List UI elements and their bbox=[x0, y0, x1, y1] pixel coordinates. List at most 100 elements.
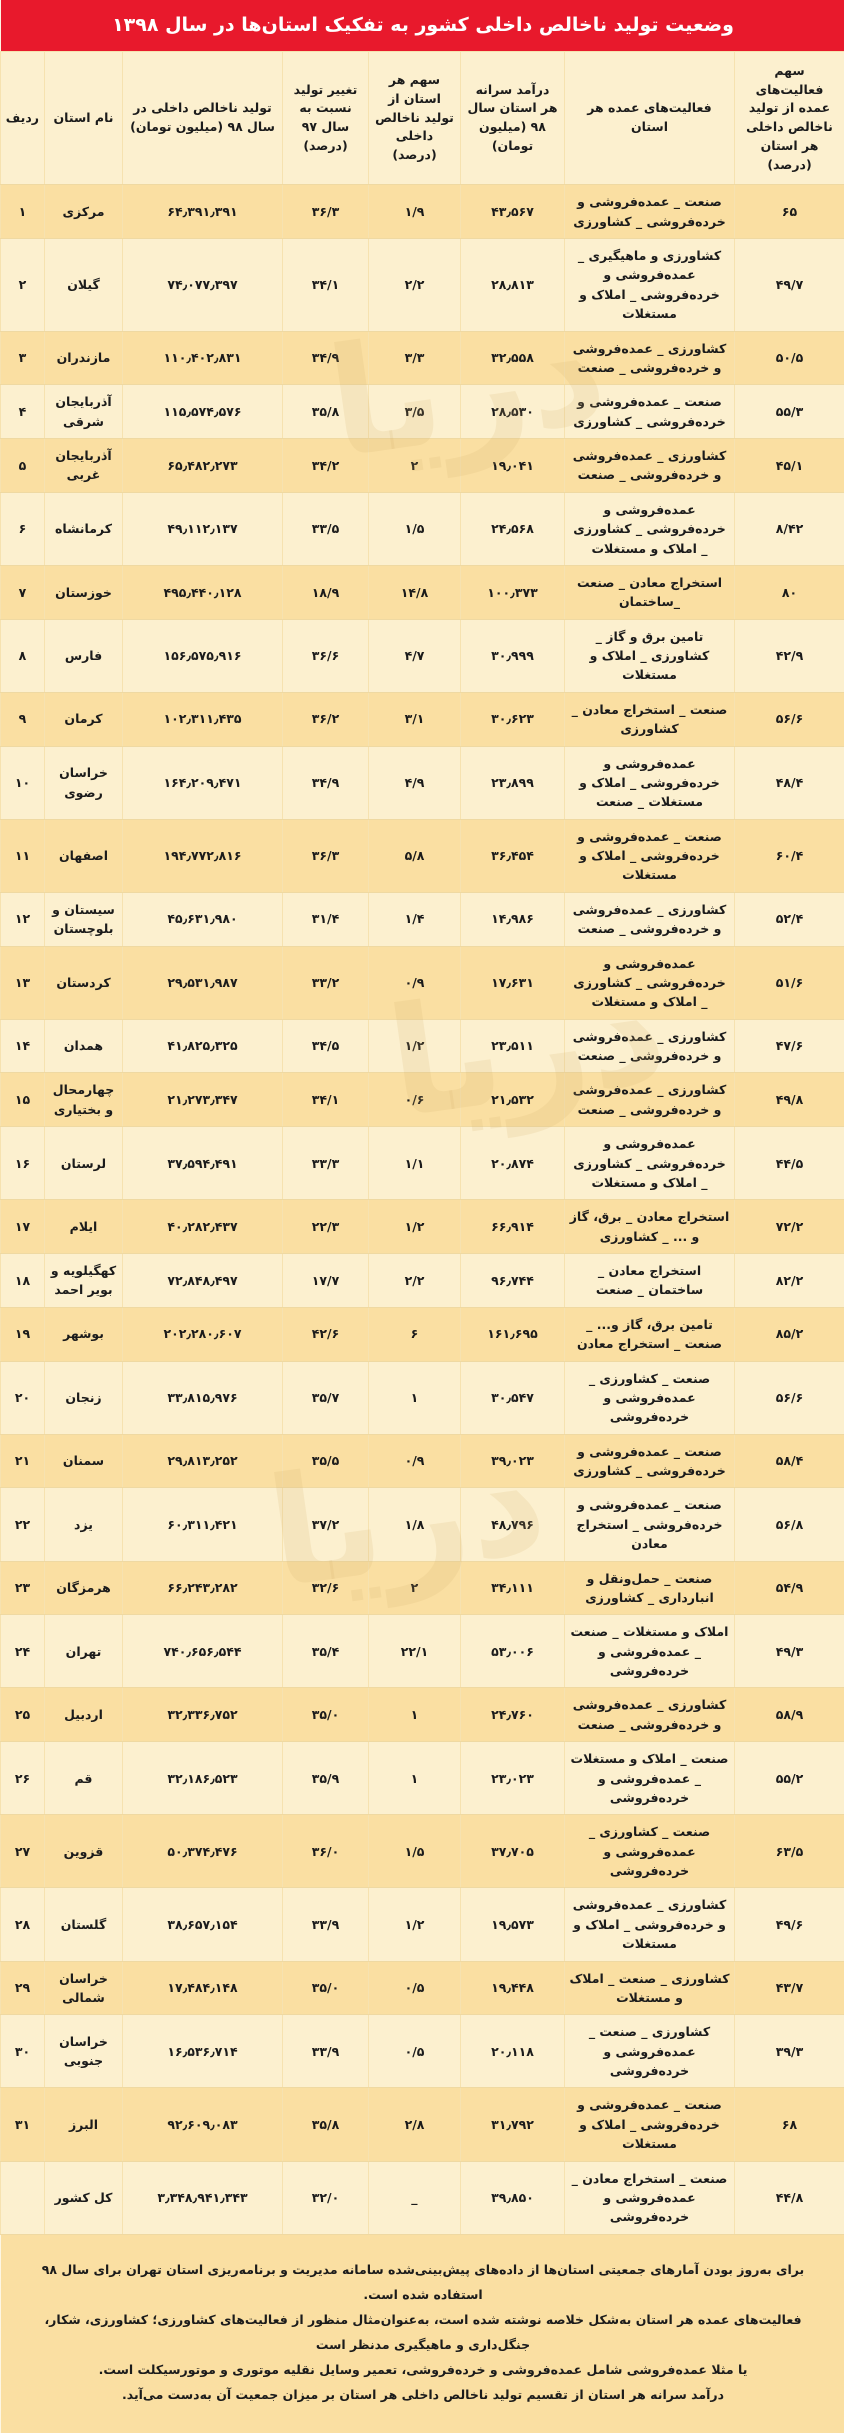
cell-per-capita: ۲۰٫۱۱۸ bbox=[460, 2015, 564, 2088]
table-row: ۵۴/۹ صنعت _ حمل‌ونقل و انبارداری _ کشاورز… bbox=[0, 1561, 844, 1615]
cell-change: ۳۳/۵ bbox=[282, 492, 368, 565]
cell-index: ۶ bbox=[0, 492, 44, 565]
cell-change: ۳۳/۳ bbox=[282, 1127, 368, 1200]
cell-province: آذربایجان غربی bbox=[44, 439, 122, 493]
cell-activity-share: ۴۹/۷ bbox=[734, 239, 844, 332]
cell-activity-share: ۴۹/۸ bbox=[734, 1073, 844, 1127]
cell-change: ۲۲/۳ bbox=[282, 1200, 368, 1254]
cell-main-activities: صنعت _ عمده‌فروشی و خرده‌فروشی _ املاک و… bbox=[564, 819, 734, 892]
cell-change: ۳۶/۶ bbox=[282, 619, 368, 692]
cell-index: ۴ bbox=[0, 385, 44, 439]
cell-province-share: ۰/۹ bbox=[368, 946, 460, 1019]
cell-activity-share: ۵۵/۲ bbox=[734, 1742, 844, 1815]
cell-main-activities: صنعت _ کشاورزی _ عمده‌فروشی و خرده‌فروشی bbox=[564, 1815, 734, 1888]
cell-per-capita: ۵۳٫۰۰۶ bbox=[460, 1615, 564, 1688]
cell-per-capita: ۶۶٫۹۱۴ bbox=[460, 1200, 564, 1254]
cell-province: کرمانشاه bbox=[44, 492, 122, 565]
cell-gdp: ۲۱٫۲۷۳٫۳۴۷ bbox=[122, 1073, 282, 1127]
cell-gdp: ۴۰٫۲۸۲٫۴۳۷ bbox=[122, 1200, 282, 1254]
table-row: ۴۹/۷ کشاورزی و ماهیگیری _ عمده‌فروشی و خر… bbox=[0, 239, 844, 332]
cell-change: ۳۴/۹ bbox=[282, 331, 368, 385]
cell-province-share: ۴/۷ bbox=[368, 619, 460, 692]
cell-per-capita: ۳۹٫۸۵۰ bbox=[460, 2161, 564, 2234]
column-header-per-capita: درآمد سرانه هر استان سال ۹۸ (میلیون توما… bbox=[460, 51, 564, 185]
cell-province: همدان bbox=[44, 1019, 122, 1073]
cell-province: قزوین bbox=[44, 1815, 122, 1888]
table-row-total: ۴۴/۸ صنعت _ استخراج معادن _ عمده‌فروشی و … bbox=[0, 2161, 844, 2234]
table-row: ۵۶/۸ صنعت _ عمده‌فروشی و خرده‌فروشی _ است… bbox=[0, 1488, 844, 1561]
cell-province-share: _ bbox=[368, 2161, 460, 2234]
table-row: ۵۵/۲ صنعت _ املاک و مستغلات _ عمده‌فروشی … bbox=[0, 1742, 844, 1815]
cell-activity-share: ۷۲/۲ bbox=[734, 1200, 844, 1254]
cell-index: ۱۴ bbox=[0, 1019, 44, 1073]
cell-province-share: ۰/۶ bbox=[368, 1073, 460, 1127]
table-row: ۴۹/۸ کشاورزی _ عمده‌فروشی و خرده‌فروشی _ … bbox=[0, 1073, 844, 1127]
cell-gdp: ۱۶۴٫۲۰۹٫۴۷۱ bbox=[122, 746, 282, 819]
cell-index: ۲۷ bbox=[0, 1815, 44, 1888]
cell-index: ۱ bbox=[0, 185, 44, 239]
cell-activity-share: ۴۲/۹ bbox=[734, 619, 844, 692]
cell-province-share: ۶ bbox=[368, 1307, 460, 1361]
cell-gdp: ۶۵٫۴۸۲٫۲۷۳ bbox=[122, 439, 282, 493]
cell-per-capita: ۳۶٫۴۵۴ bbox=[460, 819, 564, 892]
cell-per-capita: ۲۸٫۵۳۰ bbox=[460, 385, 564, 439]
cell-activity-share: ۸۰ bbox=[734, 565, 844, 619]
cell-gdp: ۳۲٫۱۸۶٫۵۲۳ bbox=[122, 1742, 282, 1815]
cell-gdp: ۱۹۴٫۷۷۲٫۸۱۶ bbox=[122, 819, 282, 892]
table-row: ۵۸/۹ کشاورزی _ عمده‌فروشی و خرده‌فروشی _ … bbox=[0, 1688, 844, 1742]
cell-gdp: ۹۲٫۶۰۹٫۰۸۳ bbox=[122, 2088, 282, 2161]
cell-province-share: ۱/۵ bbox=[368, 1815, 460, 1888]
infographic-page: دریا دریا دریا وضعیت تولید ناخالص داخلی … bbox=[0, 0, 844, 2433]
cell-province-share: ۲ bbox=[368, 439, 460, 493]
cell-per-capita: ۳۷٫۷۰۵ bbox=[460, 1815, 564, 1888]
cell-per-capita: ۱۹٫۴۴۸ bbox=[460, 1961, 564, 2015]
cell-main-activities: کشاورزی _ صنعت _ عمده‌فروشی و خرده‌فروشی bbox=[564, 2015, 734, 2088]
cell-change: ۳۵/۸ bbox=[282, 2088, 368, 2161]
table-row: ۴۸/۴ عمده‌فروشی و خرده‌فروشی _ املاک و مس… bbox=[0, 746, 844, 819]
cell-per-capita: ۲۰٫۸۷۴ bbox=[460, 1127, 564, 1200]
cell-index: ۸ bbox=[0, 619, 44, 692]
cell-province: گلستان bbox=[44, 1888, 122, 1961]
cell-activity-share: ۶۵ bbox=[734, 185, 844, 239]
table-row: ۴۲/۹ تامین برق و گاز _ کشاورزی _ املاک و … bbox=[0, 619, 844, 692]
cell-per-capita: ۱۹٫۰۴۱ bbox=[460, 439, 564, 493]
cell-gdp: ۴۹۵٫۴۴۰٫۱۲۸ bbox=[122, 565, 282, 619]
cell-main-activities: عمده‌فروشی و خرده‌فروشی _ کشاورزی _ املا… bbox=[564, 1127, 734, 1200]
cell-main-activities: استخراج معادن _ ساختمان _ صنعت bbox=[564, 1254, 734, 1308]
cell-index bbox=[0, 2161, 44, 2234]
cell-main-activities: صنعت _ عمده‌فروشی و خرده‌فروشی _ کشاورزی bbox=[564, 185, 734, 239]
table-row: ۶۸ صنعت _ عمده‌فروشی و خرده‌فروشی _ املاک… bbox=[0, 2088, 844, 2161]
cell-per-capita: ۴۳٫۵۶۷ bbox=[460, 185, 564, 239]
cell-province-share: ۱ bbox=[368, 1361, 460, 1434]
cell-activity-share: ۴۸/۴ bbox=[734, 746, 844, 819]
cell-activity-share: ۵۶/۶ bbox=[734, 692, 844, 746]
cell-gdp: ۱۱۰٫۴۰۲٫۸۳۱ bbox=[122, 331, 282, 385]
gdp-by-province-table: سهم فعالیت‌های عمده از تولید ناخالص داخل… bbox=[0, 51, 844, 2235]
cell-index: ۳۰ bbox=[0, 2015, 44, 2088]
cell-province: کردستان bbox=[44, 946, 122, 1019]
cell-gdp: ۲۹٫۵۳۱٫۹۸۷ bbox=[122, 946, 282, 1019]
cell-province-share: ۱/۴ bbox=[368, 892, 460, 946]
cell-province-share: ۲/۸ bbox=[368, 2088, 460, 2161]
cell-main-activities: عمده‌فروشی و خرده‌فروشی _ کشاورزی _ املا… bbox=[564, 492, 734, 565]
cell-change: ۳۵/۸ bbox=[282, 385, 368, 439]
column-header-index: ردیف bbox=[0, 51, 44, 185]
table-row: ۸۵/۲ تامین برق، گاز و... _ صنعت _ استخراج… bbox=[0, 1307, 844, 1361]
cell-main-activities: کشاورزی _ عمده‌فروشی و خرده‌فروشی _ املا… bbox=[564, 1888, 734, 1961]
cell-activity-share: ۵۸/۹ bbox=[734, 1688, 844, 1742]
cell-change: ۳۴/۱ bbox=[282, 239, 368, 332]
cell-index: ۱۳ bbox=[0, 946, 44, 1019]
cell-province: لرستان bbox=[44, 1127, 122, 1200]
cell-activity-share: ۸۵/۲ bbox=[734, 1307, 844, 1361]
cell-index: ۲۲ bbox=[0, 1488, 44, 1561]
cell-per-capita: ۳۴٫۱۱۱ bbox=[460, 1561, 564, 1615]
table-row: ۵۲/۴ کشاورزی _ عمده‌فروشی و خرده‌فروشی _ … bbox=[0, 892, 844, 946]
cell-gdp: ۱۶٫۵۳۶٫۷۱۴ bbox=[122, 2015, 282, 2088]
cell-change: ۳۶/۳ bbox=[282, 819, 368, 892]
cell-activity-share: ۶۸ bbox=[734, 2088, 844, 2161]
table-row: ۳۹/۳ کشاورزی _ صنعت _ عمده‌فروشی و خرده‌ف… bbox=[0, 2015, 844, 2088]
cell-index: ۱۲ bbox=[0, 892, 44, 946]
table-row: ۵۵/۳ صنعت _ عمده‌فروشی و خرده‌فروشی _ کشا… bbox=[0, 385, 844, 439]
table-row: ۵۸/۴ صنعت _ عمده‌فروشی و خرده‌فروشی _ کشا… bbox=[0, 1434, 844, 1488]
cell-province: کهگیلویه و بویر احمد bbox=[44, 1254, 122, 1308]
